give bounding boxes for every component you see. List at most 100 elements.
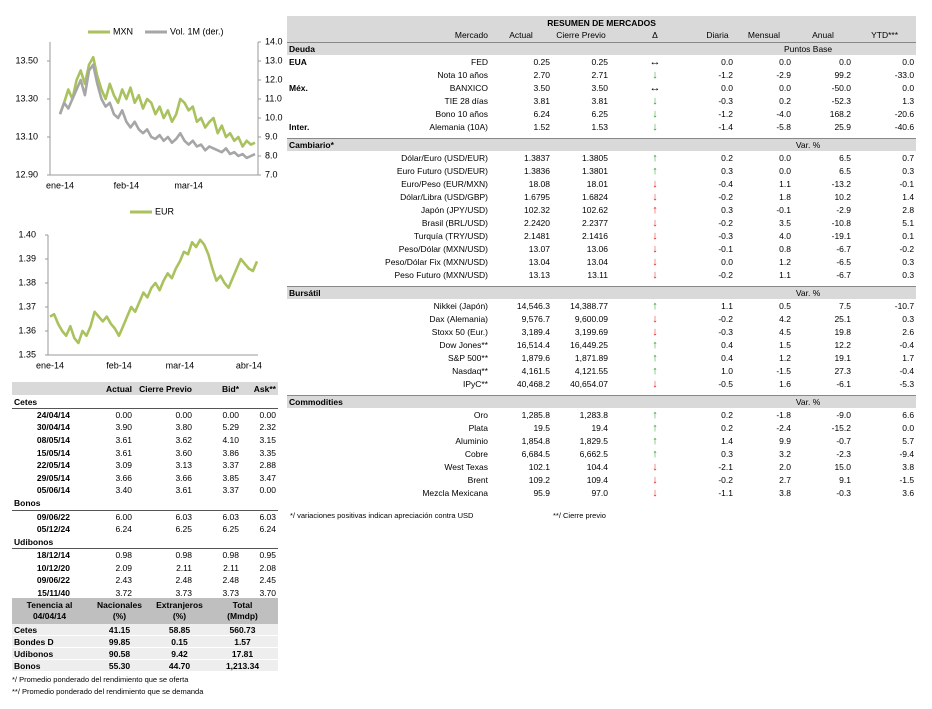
y-tick-label: 1.35 xyxy=(18,349,36,359)
cell: 2.88 xyxy=(259,460,276,471)
cell: 104.4 xyxy=(586,461,608,472)
section-unit: Puntos Base xyxy=(700,41,917,55)
cell: -6.1 xyxy=(836,378,851,389)
cell: 3.15 xyxy=(259,434,276,445)
cell: 0.2 xyxy=(721,152,733,163)
change-arrow: ↓ xyxy=(652,312,658,325)
cell: 6.25 xyxy=(175,524,192,535)
data-row: Bondes D 99.85 0.15 1.57 xyxy=(12,635,278,648)
section-title: Commodities xyxy=(287,394,700,408)
change-arrow: ↓ xyxy=(652,377,658,390)
group-label xyxy=(287,447,320,460)
header-cell xyxy=(12,382,72,395)
cell: Oro xyxy=(473,409,488,420)
cell: Bondes D xyxy=(12,635,87,648)
cell: 0.00 xyxy=(175,410,192,421)
group-label xyxy=(287,460,320,473)
cell: -0.4 xyxy=(899,339,915,350)
cell: 1.4 xyxy=(902,191,915,202)
group-label xyxy=(287,190,320,203)
change-arrow: ↓ xyxy=(652,190,658,203)
group-label xyxy=(287,151,320,164)
y2-tick-label: 10.0 xyxy=(265,112,283,122)
cell: 0.00 xyxy=(259,410,276,421)
cell: 3.66 xyxy=(115,472,132,483)
cell: 0.98 xyxy=(222,550,239,561)
change-arrow: ↓ xyxy=(652,94,658,107)
column-header: Mensual xyxy=(747,30,781,41)
cell: 5.7 xyxy=(902,435,915,446)
data-row: 08/05/14 3.61 3.62 4.10 3.15 xyxy=(12,434,278,447)
cell: 6.24 xyxy=(533,108,550,119)
cell: 16,449.25 xyxy=(570,339,608,350)
data-row: 09/06/22 2.43 2.48 2.48 2.45 xyxy=(12,574,278,587)
change-arrow: ↑ xyxy=(652,299,658,312)
column-header: Bid* xyxy=(194,382,241,395)
line-series xyxy=(49,238,259,345)
cell: 1.3805 xyxy=(582,152,608,163)
cell: 3.73 xyxy=(175,587,192,598)
column-header: Δ xyxy=(652,30,658,41)
data-row: Peso Futuro (MXN/USD) 13.13 13.11 ↓ -0.2 1.1 -… xyxy=(287,268,916,281)
cell: Brent xyxy=(467,474,488,485)
change-arrow: ↑ xyxy=(652,203,658,216)
legend-label: Vol. 1M (der.) xyxy=(170,26,224,36)
cell: 4.2 xyxy=(779,313,791,324)
data-row: Euro Futuro (USD/EUR) 1.3836 1.3801 ↑ 0.3 0.0… xyxy=(287,164,916,177)
change-arrow: ↑ xyxy=(652,351,658,364)
cell: 1.2 xyxy=(779,352,791,363)
cell: 1,854.8 xyxy=(521,435,550,446)
y2-tick-label: 13.0 xyxy=(265,55,283,65)
cell: Dow Jones** xyxy=(439,339,488,350)
cell: 3.86 xyxy=(222,447,239,458)
cell: 1.3801 xyxy=(582,165,608,176)
change-arrow: ↑ xyxy=(652,338,658,351)
x-tick-label: ene-14 xyxy=(46,180,74,190)
section-title: Udibonos xyxy=(12,535,278,550)
cell: -0.3 xyxy=(836,487,851,498)
cell: 0.98 xyxy=(175,550,192,561)
cell: 1.3836 xyxy=(524,165,550,176)
cell: 05/12/24 xyxy=(36,524,70,535)
cell: 40,654.07 xyxy=(570,378,608,389)
change-arrow: ↓ xyxy=(652,120,658,133)
section-row: Bonos xyxy=(12,496,278,511)
footnote: **/ Cierre previo xyxy=(553,511,606,520)
group-label: Méx. xyxy=(289,82,308,93)
group-label xyxy=(287,94,320,107)
cell: -6.5 xyxy=(836,256,851,267)
cell: 9.9 xyxy=(779,435,791,446)
cell: 3.61 xyxy=(115,434,132,445)
cell: 3.61 xyxy=(175,485,192,496)
cell: 58.85 xyxy=(152,624,207,636)
cell: Cetes xyxy=(12,624,87,636)
cell: 1.4 xyxy=(721,435,733,446)
group-label xyxy=(287,434,320,447)
cell: 5.29 xyxy=(222,422,239,433)
header-line: 04/04/14 xyxy=(32,611,67,621)
cell: -6.7 xyxy=(836,269,851,280)
section-unit: Var. % xyxy=(700,285,917,299)
cell: 3.60 xyxy=(175,447,192,458)
cell: Brasil (BRL/USD) xyxy=(421,217,488,228)
cell: 3.6 xyxy=(902,487,915,498)
cell: 19.8 xyxy=(834,326,851,337)
data-row: Nasdaq** 4,161.5 4,121.55 ↑ 1.0 -1.5 27.3 -0.4 xyxy=(287,364,916,377)
data-row: Aluminio 1,854.8 1,829.5 ↑ 1.4 9.9 -0.7 5.7 xyxy=(287,434,916,447)
cell: 1.3 xyxy=(902,95,915,106)
cell: 6.03 xyxy=(222,511,239,522)
cell: 3.50 xyxy=(533,82,550,93)
group-label xyxy=(287,177,320,190)
cell: 9,576.7 xyxy=(521,313,550,324)
cell: 0.0 xyxy=(779,165,791,176)
cell: 4,161.5 xyxy=(521,365,550,376)
data-row: Plata 19.5 19.4 ↑ 0.2 -2.4 -15.2 0.0 xyxy=(287,421,916,434)
cell: 9.1 xyxy=(839,474,851,485)
legend-label: MXN xyxy=(113,26,133,36)
cell: -1.4 xyxy=(718,121,733,132)
cell: 1.53 xyxy=(591,121,608,132)
cell: 29/05/14 xyxy=(36,472,70,483)
change-arrow: ↑ xyxy=(652,364,658,377)
cell: 13.07 xyxy=(528,243,550,254)
data-row: 30/04/14 3.90 3.80 5.29 2.32 xyxy=(12,421,278,434)
